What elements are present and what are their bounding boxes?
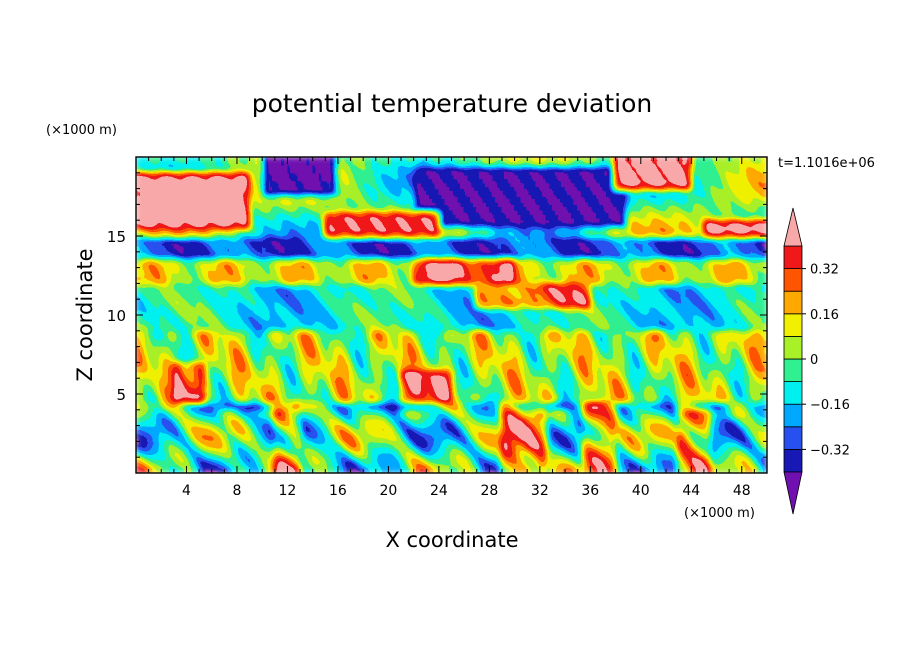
colorbar-label: 0.32: [810, 263, 839, 278]
colorbar-segment: [783, 245, 803, 270]
colorbar-label: 0: [810, 353, 818, 368]
time-label: t=1.1016e+06: [778, 156, 875, 171]
x-tick-label: 8: [232, 483, 241, 499]
heatmap-field: [136, 157, 767, 473]
colorbar-segment: [783, 268, 803, 292]
x-tick-label: 16: [329, 483, 347, 499]
y-axis-units: (×1000 m): [46, 123, 117, 138]
y-tick-label: 10: [107, 307, 126, 325]
y-tick-labels: 5 10 15: [107, 228, 126, 404]
y-tick-label: 5: [116, 386, 126, 404]
x-axis-units: (×1000 m): [684, 506, 755, 521]
colorbar-bottom-arrow: [783, 471, 803, 515]
x-tick-label: 36: [581, 483, 599, 499]
colorbar-label: −0.16: [810, 398, 850, 413]
x-tick-label: 32: [531, 483, 549, 499]
x-tick-labels: 4 8 12 16 20 24 28 32 36 40 44 48: [182, 483, 751, 499]
x-tick-label: 12: [279, 483, 297, 499]
colorbar: [783, 207, 803, 515]
colorbar-top-arrow: [783, 207, 803, 247]
colorbar-segment: [783, 426, 803, 450]
axis-ticks: [135, 156, 768, 474]
chart-title: potential temperature deviation: [252, 89, 652, 118]
x-tick-label: 24: [430, 483, 448, 499]
colorbar-segment: [783, 403, 803, 428]
x-tick-label: 20: [379, 483, 397, 499]
x-tick-label: 48: [733, 483, 751, 499]
colorbar-labels: 0.32 0.16 0 −0.16 −0.32: [802, 263, 850, 458]
y-axis-label: Z coordinate: [73, 248, 97, 381]
colorbar-segment: [783, 381, 803, 405]
colorbar-segment: [783, 313, 803, 337]
x-tick-label: 4: [182, 483, 191, 499]
colorbar-label: 0.16: [810, 308, 839, 323]
colorbar-segment: [783, 358, 803, 383]
x-tick-label: 40: [632, 483, 650, 499]
x-tick-label: 28: [480, 483, 498, 499]
colorbar-segment: [783, 448, 803, 473]
y-tick-label: 15: [107, 228, 126, 246]
x-tick-label: 44: [682, 483, 700, 499]
x-axis-label: X coordinate: [385, 528, 518, 552]
colorbar-label: −0.32: [810, 443, 850, 458]
colorbar-segment: [783, 335, 803, 360]
colorbar-segment: [783, 290, 803, 315]
